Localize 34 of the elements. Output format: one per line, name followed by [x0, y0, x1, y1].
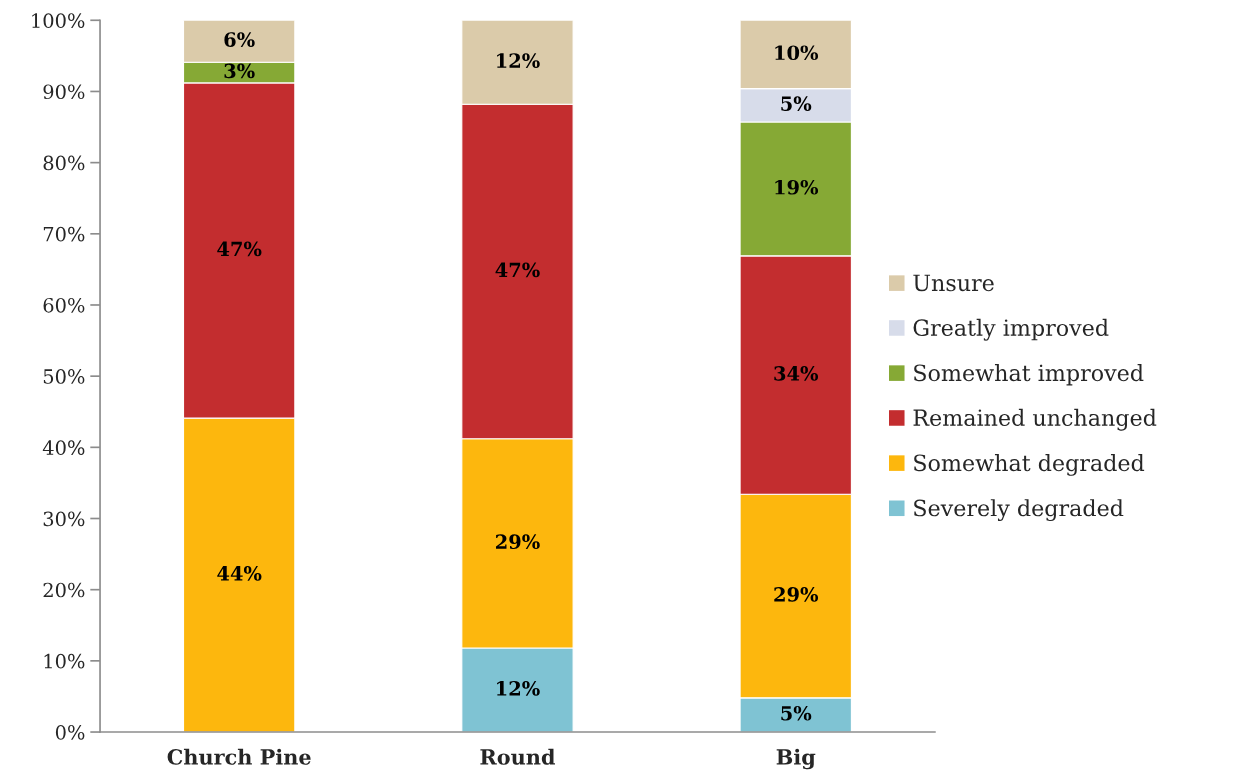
x-tick-label: Round	[480, 748, 556, 765]
data-label: 3%	[224, 63, 255, 79]
data-label: 47%	[217, 241, 262, 257]
data-label: 29%	[774, 587, 819, 602]
data-label: 10%	[775, 45, 819, 61]
x-tick-label: Big	[776, 748, 816, 770]
data-label: 6%	[224, 32, 255, 47]
y-tick-label: 40%	[42, 440, 85, 455]
legend-label: Remained unchanged	[913, 408, 1157, 431]
y-tick-label: 50%	[43, 369, 85, 384]
y-tick-label: 20%	[43, 582, 85, 598]
y-tick-label: 100%	[32, 13, 85, 28]
data-label: 5%	[781, 705, 812, 721]
data-label: 47%	[495, 262, 540, 278]
legend-label: Greatly improved	[913, 318, 1109, 341]
y-tick-label: 90%	[43, 84, 85, 100]
data-label: 12%	[497, 680, 540, 696]
y-tick-label: 0%	[55, 724, 85, 740]
y-tick-label: 30%	[43, 511, 85, 527]
y-tick-label: 70%	[43, 226, 85, 242]
data-label: 34%	[774, 366, 819, 381]
legend-label: Somewhat improved	[914, 364, 1144, 386]
data-label: 19%	[775, 179, 819, 195]
data-label: 5%	[781, 96, 812, 111]
y-tick-label: 80%	[43, 155, 85, 171]
legend-label: Somewhat degraded	[914, 454, 1145, 476]
x-tick-label: Church Pine	[167, 748, 311, 765]
y-tick-label: 60%	[43, 297, 85, 313]
legend-label: Unsure	[913, 274, 994, 292]
data-label: 29%	[496, 534, 540, 550]
y-tick-label: 10%	[44, 653, 85, 669]
data-label: 44%	[217, 566, 262, 581]
legend-label: Severely degraded	[914, 499, 1124, 521]
data-label: 12%	[497, 53, 540, 68]
